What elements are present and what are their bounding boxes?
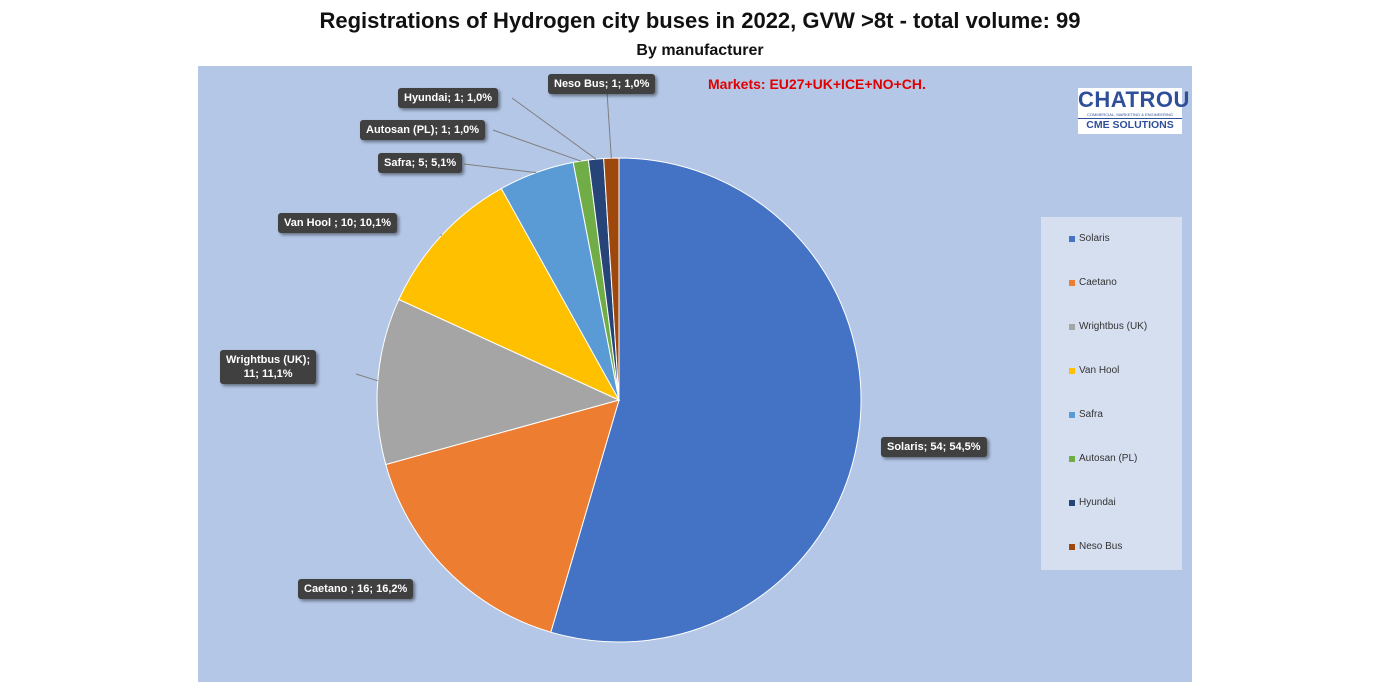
legend-label: Solaris [1079,233,1110,244]
leader-line-safra [463,163,537,174]
legend-label: Safra [1079,409,1103,420]
legend-label: Wrightbus (UK) [1079,321,1148,332]
legend-item-autosan-pl: Autosan (PL) [1069,453,1137,464]
chart-title: Registrations of Hydrogen city buses in … [319,8,1081,33]
legend-swatch [1069,543,1075,550]
legend-item-caetano: Caetano [1069,277,1117,288]
legend-item-solaris: Solaris [1069,233,1110,244]
pie-slice-caetano [385,399,620,633]
legend-label: Van Hool [1079,365,1120,376]
legend-label: Autosan (PL) [1079,453,1138,464]
legend-item-neso-bus: Neso Bus [1069,541,1122,552]
data-label-solaris: Solaris; 54; 54,5% [881,437,987,457]
data-label-safra: Safra; 5; 5,1% [378,153,463,173]
legend-swatch [1069,455,1075,462]
data-label-neso-bus: Neso Bus; 1; 1,0% [548,74,656,94]
data-label-caetano: Caetano ; 16; 16,2% [298,579,414,599]
legend-swatch [1069,279,1075,286]
markets-annotation: Markets: EU27+UK+ICE+NO+CH. [708,76,926,92]
logo-main-text: CHATROU [1078,87,1190,112]
leader-line-neso-bus [606,91,612,159]
data-label-van-hool: Van Hool ; 10; 10,1% [278,213,397,233]
legend-item-van-hool: Van Hool [1069,365,1119,376]
legend-item-wrightbus-uk: Wrightbus (UK) [1069,321,1147,332]
data-label-hyundai: Hyundai; 1; 1,0% [398,88,499,108]
legend-swatch [1069,323,1075,330]
legend-swatch [1069,411,1075,418]
leader-line-hyundai [511,97,597,160]
legend-swatch [1069,499,1075,506]
legend-label: Neso Bus [1079,541,1123,552]
logo-sub-text: CME SOLUTIONS [1078,118,1182,131]
data-label-wrightbus-uk: Wrightbus (UK); 11; 11,1% [220,350,317,384]
legend-label: Caetano [1079,277,1117,288]
pie-slice-wrightbus-uk [376,298,621,466]
leader-line-autosan-pl [492,129,581,162]
legend-item-safra: Safra [1069,409,1103,420]
leader-line-wrightbus-uk [355,373,378,382]
legend-swatch [1069,367,1075,374]
data-label-autosan-pl: Autosan (PL); 1; 1,0% [360,120,486,140]
chatrou-logo: CHATROU COMMERCIAL, MARKETING & ENGINEER… [1078,87,1190,134]
pie-slice-solaris [550,157,862,643]
legend-item-hyundai: Hyundai [1069,497,1116,508]
legend: Solaris Caetano Wrightbus (UK) Van Hool Safr… [1041,217,1182,570]
legend-swatch [1069,235,1075,242]
legend-label: Hyundai [1079,497,1116,508]
logo-small-text: COMMERCIAL, MARKETING & ENGINEERING [1086,112,1173,117]
chart-subtitle: By manufacturer [636,42,764,59]
